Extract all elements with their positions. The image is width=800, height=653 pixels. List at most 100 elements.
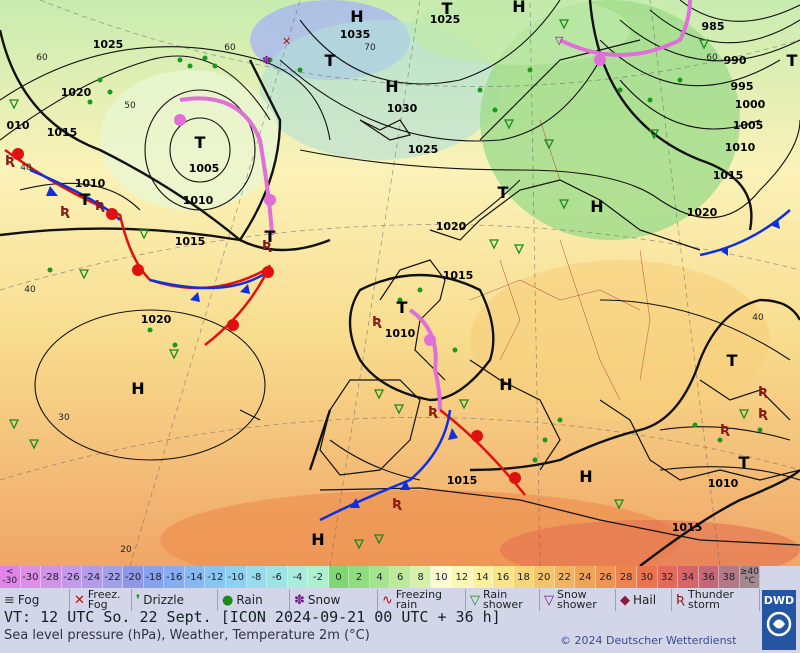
hail-icon: ◆ bbox=[620, 592, 630, 608]
scale-cell: < -30 bbox=[0, 566, 21, 588]
pressure-label: 1020 bbox=[436, 220, 467, 233]
weather-legend-item: ∿ Freezing rain bbox=[378, 589, 466, 611]
valid-time: VT: 12 UTC So. 22 Sept. [ICON 2024-09-21… bbox=[4, 608, 501, 626]
weather-legend-label: Rain shower bbox=[483, 588, 523, 611]
scale-cell: 8 bbox=[410, 566, 432, 588]
temperature-label: 40 bbox=[24, 285, 36, 295]
pressure-center-label: H bbox=[499, 375, 512, 394]
pressure-label: 985 bbox=[702, 20, 725, 33]
scale-cell: -2 bbox=[308, 566, 329, 588]
pressure-label: 1015 bbox=[672, 521, 703, 534]
weather-legend-item: ▽ Rain shower bbox=[466, 589, 540, 611]
dwd-logo: DWD bbox=[762, 590, 796, 650]
pressure-center-label: H bbox=[512, 0, 525, 16]
scale-cell: ≥40 °C bbox=[739, 566, 761, 588]
scale-cell: -16 bbox=[164, 566, 185, 588]
pressure-label: 1010 bbox=[385, 327, 416, 340]
weather-legend-label: Hail bbox=[633, 593, 657, 607]
weather-legend-label: Thunder storm bbox=[688, 588, 734, 611]
snow-icon: ✽ bbox=[294, 592, 305, 608]
freezing-fog-icon: ✕ bbox=[74, 592, 85, 608]
scale-cell: 28 bbox=[616, 566, 637, 588]
scale-cell: -8 bbox=[246, 566, 268, 588]
temperature-label: 50 bbox=[124, 101, 136, 111]
scale-cell: 20 bbox=[534, 566, 555, 588]
weather-legend-label: Drizzle bbox=[143, 593, 185, 607]
pressure-label: 1010 bbox=[708, 477, 739, 490]
pressure-label: 1020 bbox=[687, 206, 718, 219]
scale-cell: 32 bbox=[657, 566, 679, 588]
scale-cell: 24 bbox=[575, 566, 596, 588]
pressure-label: 1005 bbox=[733, 119, 764, 132]
pressure-label: 1020 bbox=[61, 86, 92, 99]
occluded-front-biscay bbox=[408, 308, 442, 411]
scale-cell: 38 bbox=[719, 566, 740, 588]
pressure-label: 1015 bbox=[713, 169, 744, 182]
svg-text:✕: ✕ bbox=[282, 35, 291, 48]
scale-cell: 16 bbox=[493, 566, 514, 588]
isobars bbox=[0, 0, 800, 481]
weather-legend-label: Rain bbox=[236, 593, 263, 607]
svg-text:Ʀ: Ʀ bbox=[262, 239, 272, 254]
scale-cell: -14 bbox=[184, 566, 206, 588]
weather-legend-label: Snow bbox=[307, 593, 341, 607]
weather-legend-item: ● Rain bbox=[218, 589, 290, 611]
snow-shower-icon: ▽ bbox=[544, 592, 554, 608]
svg-text:▽: ▽ bbox=[555, 34, 564, 47]
scale-cell: -4 bbox=[287, 566, 309, 588]
freezing-fog-symbols: ✕ bbox=[282, 35, 291, 48]
weather-legend-label: Snow shower bbox=[557, 588, 597, 611]
snow-symbols: ✽▽ bbox=[262, 34, 564, 67]
svg-text:✽: ✽ bbox=[262, 54, 271, 67]
cold-front-russia bbox=[699, 209, 791, 257]
scale-cell: 4 bbox=[369, 566, 391, 588]
temperature-label: 40 bbox=[20, 163, 32, 173]
temperature-label: 70 bbox=[364, 43, 376, 53]
pressure-center-label: T bbox=[397, 298, 408, 317]
thunderstorm-icon: Ʀ bbox=[676, 592, 686, 608]
svg-text:Ʀ: Ʀ bbox=[372, 315, 382, 330]
scale-cell: 14 bbox=[472, 566, 494, 588]
scale-cell: -24 bbox=[82, 566, 103, 588]
pressure-label: 1015 bbox=[443, 269, 474, 282]
weather-legend-label: Freez. Fog bbox=[87, 588, 121, 611]
svg-text:Ʀ: Ʀ bbox=[758, 385, 768, 400]
temperature-label: 60 bbox=[36, 53, 48, 63]
high-low-labels: H H H H H H H H T T T T T T T T T T bbox=[80, 0, 798, 549]
cold-front-med bbox=[319, 409, 452, 522]
pressure-label: 1000 bbox=[735, 98, 766, 111]
pressure-center-label: T bbox=[739, 453, 750, 472]
pressure-center-label: T bbox=[195, 133, 206, 152]
pressure-center-label: H bbox=[131, 379, 144, 398]
pressure-label: 1020 bbox=[141, 313, 172, 326]
scale-cell: 10 bbox=[431, 566, 453, 588]
drizzle-icon: ❜ bbox=[136, 592, 141, 608]
pressure-label: 1015 bbox=[447, 474, 478, 487]
weather-legend-item: ◆ Hail bbox=[616, 589, 672, 611]
pressure-label: 1010 bbox=[183, 194, 214, 207]
pressure-label: 990 bbox=[724, 54, 747, 67]
hot-area-east bbox=[500, 520, 800, 566]
rain-icon: ● bbox=[222, 592, 234, 608]
pressure-label: 010 bbox=[7, 119, 30, 132]
svg-text:Ʀ: Ʀ bbox=[720, 423, 730, 438]
weather-legend-item: ▽ Snow shower bbox=[540, 589, 616, 611]
svg-text:Ʀ: Ʀ bbox=[428, 405, 438, 420]
dwd-logo-icon bbox=[766, 611, 792, 637]
dwd-logo-text: DWD bbox=[763, 594, 795, 607]
temperature-label: 60 bbox=[224, 43, 236, 53]
pressure-center-label: H bbox=[579, 467, 592, 486]
temperature-label: 60 bbox=[706, 53, 718, 63]
temperature-label: 30 bbox=[58, 413, 70, 423]
pressure-center-label: T bbox=[265, 227, 276, 246]
copyright: © 2024 Deutscher Wetterdienst bbox=[560, 634, 737, 647]
scale-cell-label: -30 bbox=[2, 576, 18, 586]
pressure-center-label: T bbox=[498, 183, 509, 202]
shower-symbols bbox=[8, 19, 750, 550]
weather-legend: ≡ Fog ✕ Freez. Fog ❜ Drizzle ● Rain ✽ Snow ∿ Freezi… bbox=[0, 589, 760, 611]
cold-front-atlantic-2 bbox=[149, 268, 271, 290]
pressure-center-label: H bbox=[311, 530, 324, 549]
freezing-rain-icon: ∿ bbox=[382, 592, 393, 608]
